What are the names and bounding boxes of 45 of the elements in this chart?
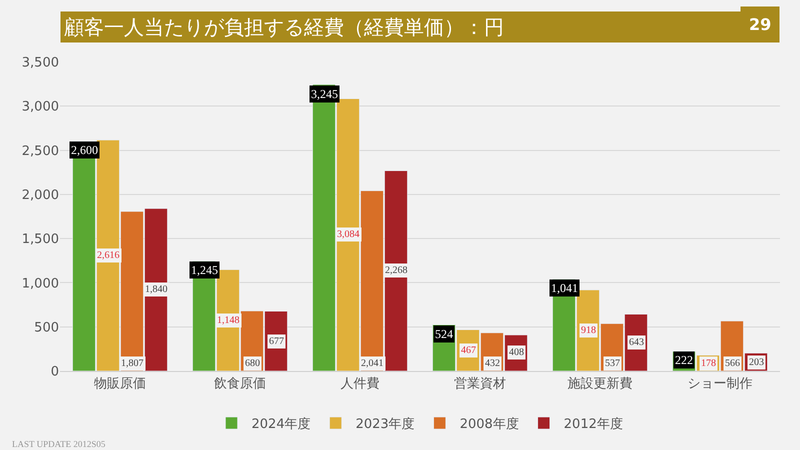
chart-title: 顧客一人当たりが負担する経費（経費単価）：円 xyxy=(64,15,504,39)
data-label: 467 xyxy=(461,345,476,356)
chart-subtitle: 29 xyxy=(749,15,772,34)
data-label: 677 xyxy=(269,336,284,347)
data-label: 178 xyxy=(701,358,716,369)
x-tick-label: 営業資材 xyxy=(454,376,506,392)
data-label: 3,245 xyxy=(311,87,338,101)
data-label: 918 xyxy=(581,325,596,336)
data-label: 1,148 xyxy=(217,315,240,326)
data-label: 643 xyxy=(629,337,644,348)
data-label: 222 xyxy=(675,353,693,367)
data-label: 2,616 xyxy=(97,250,120,261)
y-tick-label: 3,500 xyxy=(22,56,59,71)
data-label: 2,041 xyxy=(361,358,384,369)
y-tick-label: 1,500 xyxy=(22,232,59,248)
data-label: 537 xyxy=(605,358,620,369)
x-tick-label: 施設更新費 xyxy=(568,376,632,392)
data-label: 432 xyxy=(485,358,500,369)
legend-label: 2012年度 xyxy=(564,416,623,432)
data-label: 1,245 xyxy=(191,263,218,277)
data-label: 2,268 xyxy=(385,265,408,276)
data-label: 680 xyxy=(245,358,260,369)
data-label: 3,084 xyxy=(337,229,360,240)
data-label: 2,600 xyxy=(71,143,98,157)
y-tick-label: 0 xyxy=(50,364,59,380)
data-label: 1,807 xyxy=(121,358,144,369)
data-label: 1,840 xyxy=(145,284,168,295)
text: LAST UPDATE 2012S05 xyxy=(12,439,106,449)
x-tick-label: ショー制作 xyxy=(688,376,752,392)
x-tick-label: 人件費 xyxy=(340,376,380,392)
y-tick-label: 2,000 xyxy=(22,188,59,203)
x-tick-label: 飲食原価 xyxy=(214,376,266,392)
data-label: 203 xyxy=(749,357,764,368)
legend-label: 2008年度 xyxy=(460,416,519,432)
y-tick-label: 2,500 xyxy=(22,144,59,159)
x-tick-label: 物販原価 xyxy=(94,376,146,392)
y-tick-label: 500 xyxy=(34,320,59,336)
y-tick-label: 3,000 xyxy=(22,100,59,115)
y-tick-label: 1,000 xyxy=(22,276,59,292)
data-label: 1,041 xyxy=(551,281,578,295)
data-label: 524 xyxy=(435,327,453,341)
legend-label: 2023年度 xyxy=(356,416,415,432)
data-label: 408 xyxy=(509,347,524,358)
data-label: 566 xyxy=(725,358,740,369)
legend-label: 2024年度 xyxy=(252,416,311,432)
